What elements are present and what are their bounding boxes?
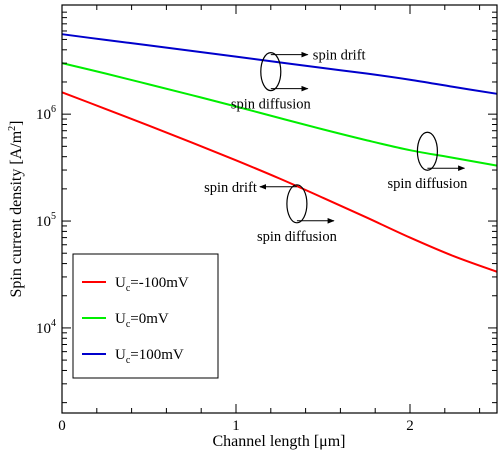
legend-label-s0: Uc=0mV — [115, 311, 169, 330]
plot-frame — [61, 4, 498, 414]
x-tick-label: 2 — [406, 418, 414, 434]
annotation-text-lower-a1: spin diffusion — [231, 97, 312, 113]
legend-label-s100: Uc=100mV — [115, 347, 184, 366]
annotation-ellipse-a2 — [416, 131, 438, 171]
annotation-text-lower-a3: spin diffusion — [257, 229, 338, 245]
y-tick-label: 105 — [36, 211, 56, 230]
annotation-text-lower-a2: spin diffusion — [387, 176, 468, 192]
legend-box — [72, 253, 219, 379]
x-tick-label: 0 — [58, 418, 66, 434]
annotation-text-upper-a3: spin drift — [204, 180, 257, 196]
annotation-text-upper-a1: spin drift — [313, 48, 366, 64]
series-line-s-100 — [61, 91, 498, 273]
series-line-s0 — [61, 62, 498, 167]
legend-label-s-100: Uc=-100mV — [115, 275, 189, 294]
x-tick-label: 1 — [232, 418, 240, 434]
annotation-ellipse-a3 — [286, 184, 308, 224]
annotation-layer: spin drift spin diffusion spin diffusion sp… — [204, 48, 468, 245]
x-axis-label: Channel length [μm] — [213, 433, 346, 450]
y-tick-label: 106 — [36, 104, 56, 123]
y-axis-label: Spin current density [A/m2] — [7, 121, 25, 298]
annotation-ellipse-a1 — [260, 52, 282, 92]
ticks-layer: 0 1 2 104 105 106 — [36, 5, 497, 434]
y-tick-label: 104 — [36, 318, 56, 337]
legend: Uc=-100mV Uc=0mV Uc=100mV — [72, 253, 219, 379]
